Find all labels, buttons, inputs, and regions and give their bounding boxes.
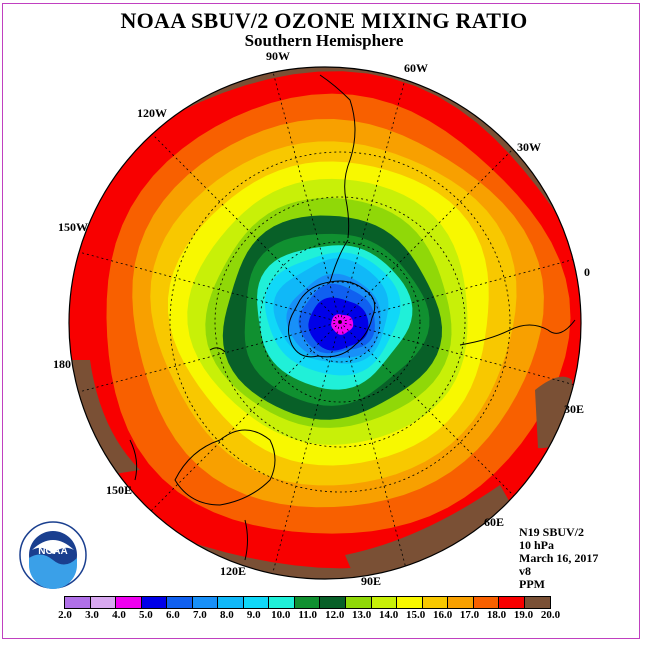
longitude-label: 30E bbox=[564, 402, 584, 416]
colorbar-cell bbox=[499, 597, 525, 608]
colorbar-cell bbox=[371, 597, 398, 608]
colorbar-cell bbox=[218, 597, 244, 608]
colorbar-cell bbox=[141, 597, 168, 608]
meridian bbox=[69, 238, 341, 323]
longitude-label: 180 bbox=[53, 357, 71, 371]
meridian bbox=[339, 67, 424, 323]
coastline bbox=[329, 239, 349, 283]
colorbar-tick-label: 3.0 bbox=[85, 609, 99, 621]
colorbar-tick-label: 14.0 bbox=[379, 609, 399, 621]
coastline bbox=[459, 319, 576, 346]
colorbar-cell bbox=[243, 597, 270, 608]
coastline bbox=[174, 429, 276, 506]
ozone-field bbox=[69, 67, 581, 579]
noaa-logo: NOAA bbox=[19, 521, 87, 589]
colorbar-tick-label: 16.0 bbox=[432, 609, 453, 621]
map-title: NOAA SBUV/2 OZONE MIXING RATIO bbox=[120, 8, 528, 33]
longitude-label: 150E bbox=[106, 483, 132, 497]
longitude-label: 60W bbox=[404, 61, 428, 75]
colorbar-cell bbox=[192, 597, 219, 608]
colorbar-tick-label: 11.0 bbox=[298, 609, 318, 621]
colorbar-cell bbox=[167, 597, 193, 608]
contour-band bbox=[345, 485, 520, 579]
meridian bbox=[339, 321, 424, 579]
colorbar-cell bbox=[269, 597, 295, 608]
colorbar-cell bbox=[524, 597, 551, 608]
longitude-label: 150W bbox=[58, 220, 88, 234]
meridian bbox=[256, 321, 341, 579]
longitude-label: 120E bbox=[220, 564, 246, 578]
colorbar-tick-label: 12.0 bbox=[325, 609, 345, 621]
longitude-label: 30W bbox=[517, 140, 541, 154]
colorbar-cell bbox=[294, 597, 321, 608]
colorbar-tick-label: 20.0 bbox=[540, 609, 561, 621]
info-units: PPM bbox=[519, 577, 545, 591]
coastline bbox=[319, 74, 356, 239]
latitude-circle bbox=[299, 281, 381, 363]
info-satellite: N19 SBUV/2 bbox=[519, 525, 585, 539]
colorbar-tick-label: 2.0 bbox=[58, 609, 72, 621]
meridian bbox=[256, 67, 341, 323]
colorbar-tick-label: 19.0 bbox=[513, 609, 534, 621]
page-frame bbox=[2, 3, 640, 639]
map-boundary bbox=[68, 66, 582, 580]
colorbar-cell bbox=[90, 597, 117, 608]
colorbar-tick-label: 10.0 bbox=[271, 609, 291, 621]
colorbar-tick-label: 13.0 bbox=[352, 609, 372, 621]
longitude-label: 0 bbox=[584, 265, 590, 279]
colorbar-cell bbox=[320, 597, 347, 608]
colorbar-tick-label: 15.0 bbox=[405, 609, 426, 621]
latitude-circle bbox=[214, 196, 466, 448]
coastline bbox=[244, 519, 248, 561]
colorbar-cell bbox=[397, 597, 423, 608]
latitude-circle bbox=[259, 241, 421, 403]
coastline bbox=[288, 280, 376, 358]
longitude-label: 120W bbox=[137, 106, 167, 120]
info-date: March 16, 2017 bbox=[519, 551, 599, 565]
longitude-label: 90E bbox=[361, 574, 381, 588]
meridian bbox=[339, 238, 581, 323]
svg-text:NOAA: NOAA bbox=[38, 546, 67, 557]
longitude-labels: 90W 60W 30W 0 30E 60E 90E 120E 150E 180 150W 120W bbox=[53, 49, 590, 588]
colorbar-cell bbox=[448, 597, 474, 608]
colorbar-tick-label: 4.0 bbox=[112, 609, 126, 621]
colorbar-cell bbox=[473, 597, 500, 608]
colorbar-tick-label: 5.0 bbox=[139, 609, 153, 621]
latitude-circle bbox=[169, 151, 511, 493]
colorbar-tick-label: 9.0 bbox=[246, 609, 261, 621]
colorbar-tick-label: 8.0 bbox=[219, 609, 234, 621]
colorbar-cell bbox=[116, 597, 142, 608]
map-subtitle: Southern Hemisphere bbox=[244, 31, 404, 50]
colorbar-cell bbox=[65, 597, 91, 608]
coastline bbox=[129, 439, 138, 481]
info-version: v8 bbox=[519, 564, 531, 578]
colorbar-cell bbox=[422, 597, 449, 608]
colorbar-tick-label: 18.0 bbox=[486, 609, 507, 621]
colorbar-tick-label: 6.0 bbox=[166, 609, 180, 621]
colorbar-tick-label: 7.0 bbox=[192, 609, 207, 621]
meridian bbox=[339, 321, 581, 406]
colorbar-tick-label: 17.0 bbox=[459, 609, 480, 621]
longitude-label: 90W bbox=[266, 49, 290, 63]
info-block: N19 SBUV/2 10 hPa March 16, 2017 v8 PPM bbox=[519, 526, 598, 591]
colorbar bbox=[64, 596, 552, 609]
longitude-label: 60E bbox=[484, 515, 504, 529]
meridian bbox=[69, 321, 341, 406]
coastlines bbox=[129, 74, 576, 561]
info-level: 10 hPa bbox=[519, 538, 555, 552]
colorbar-cell bbox=[346, 597, 372, 608]
